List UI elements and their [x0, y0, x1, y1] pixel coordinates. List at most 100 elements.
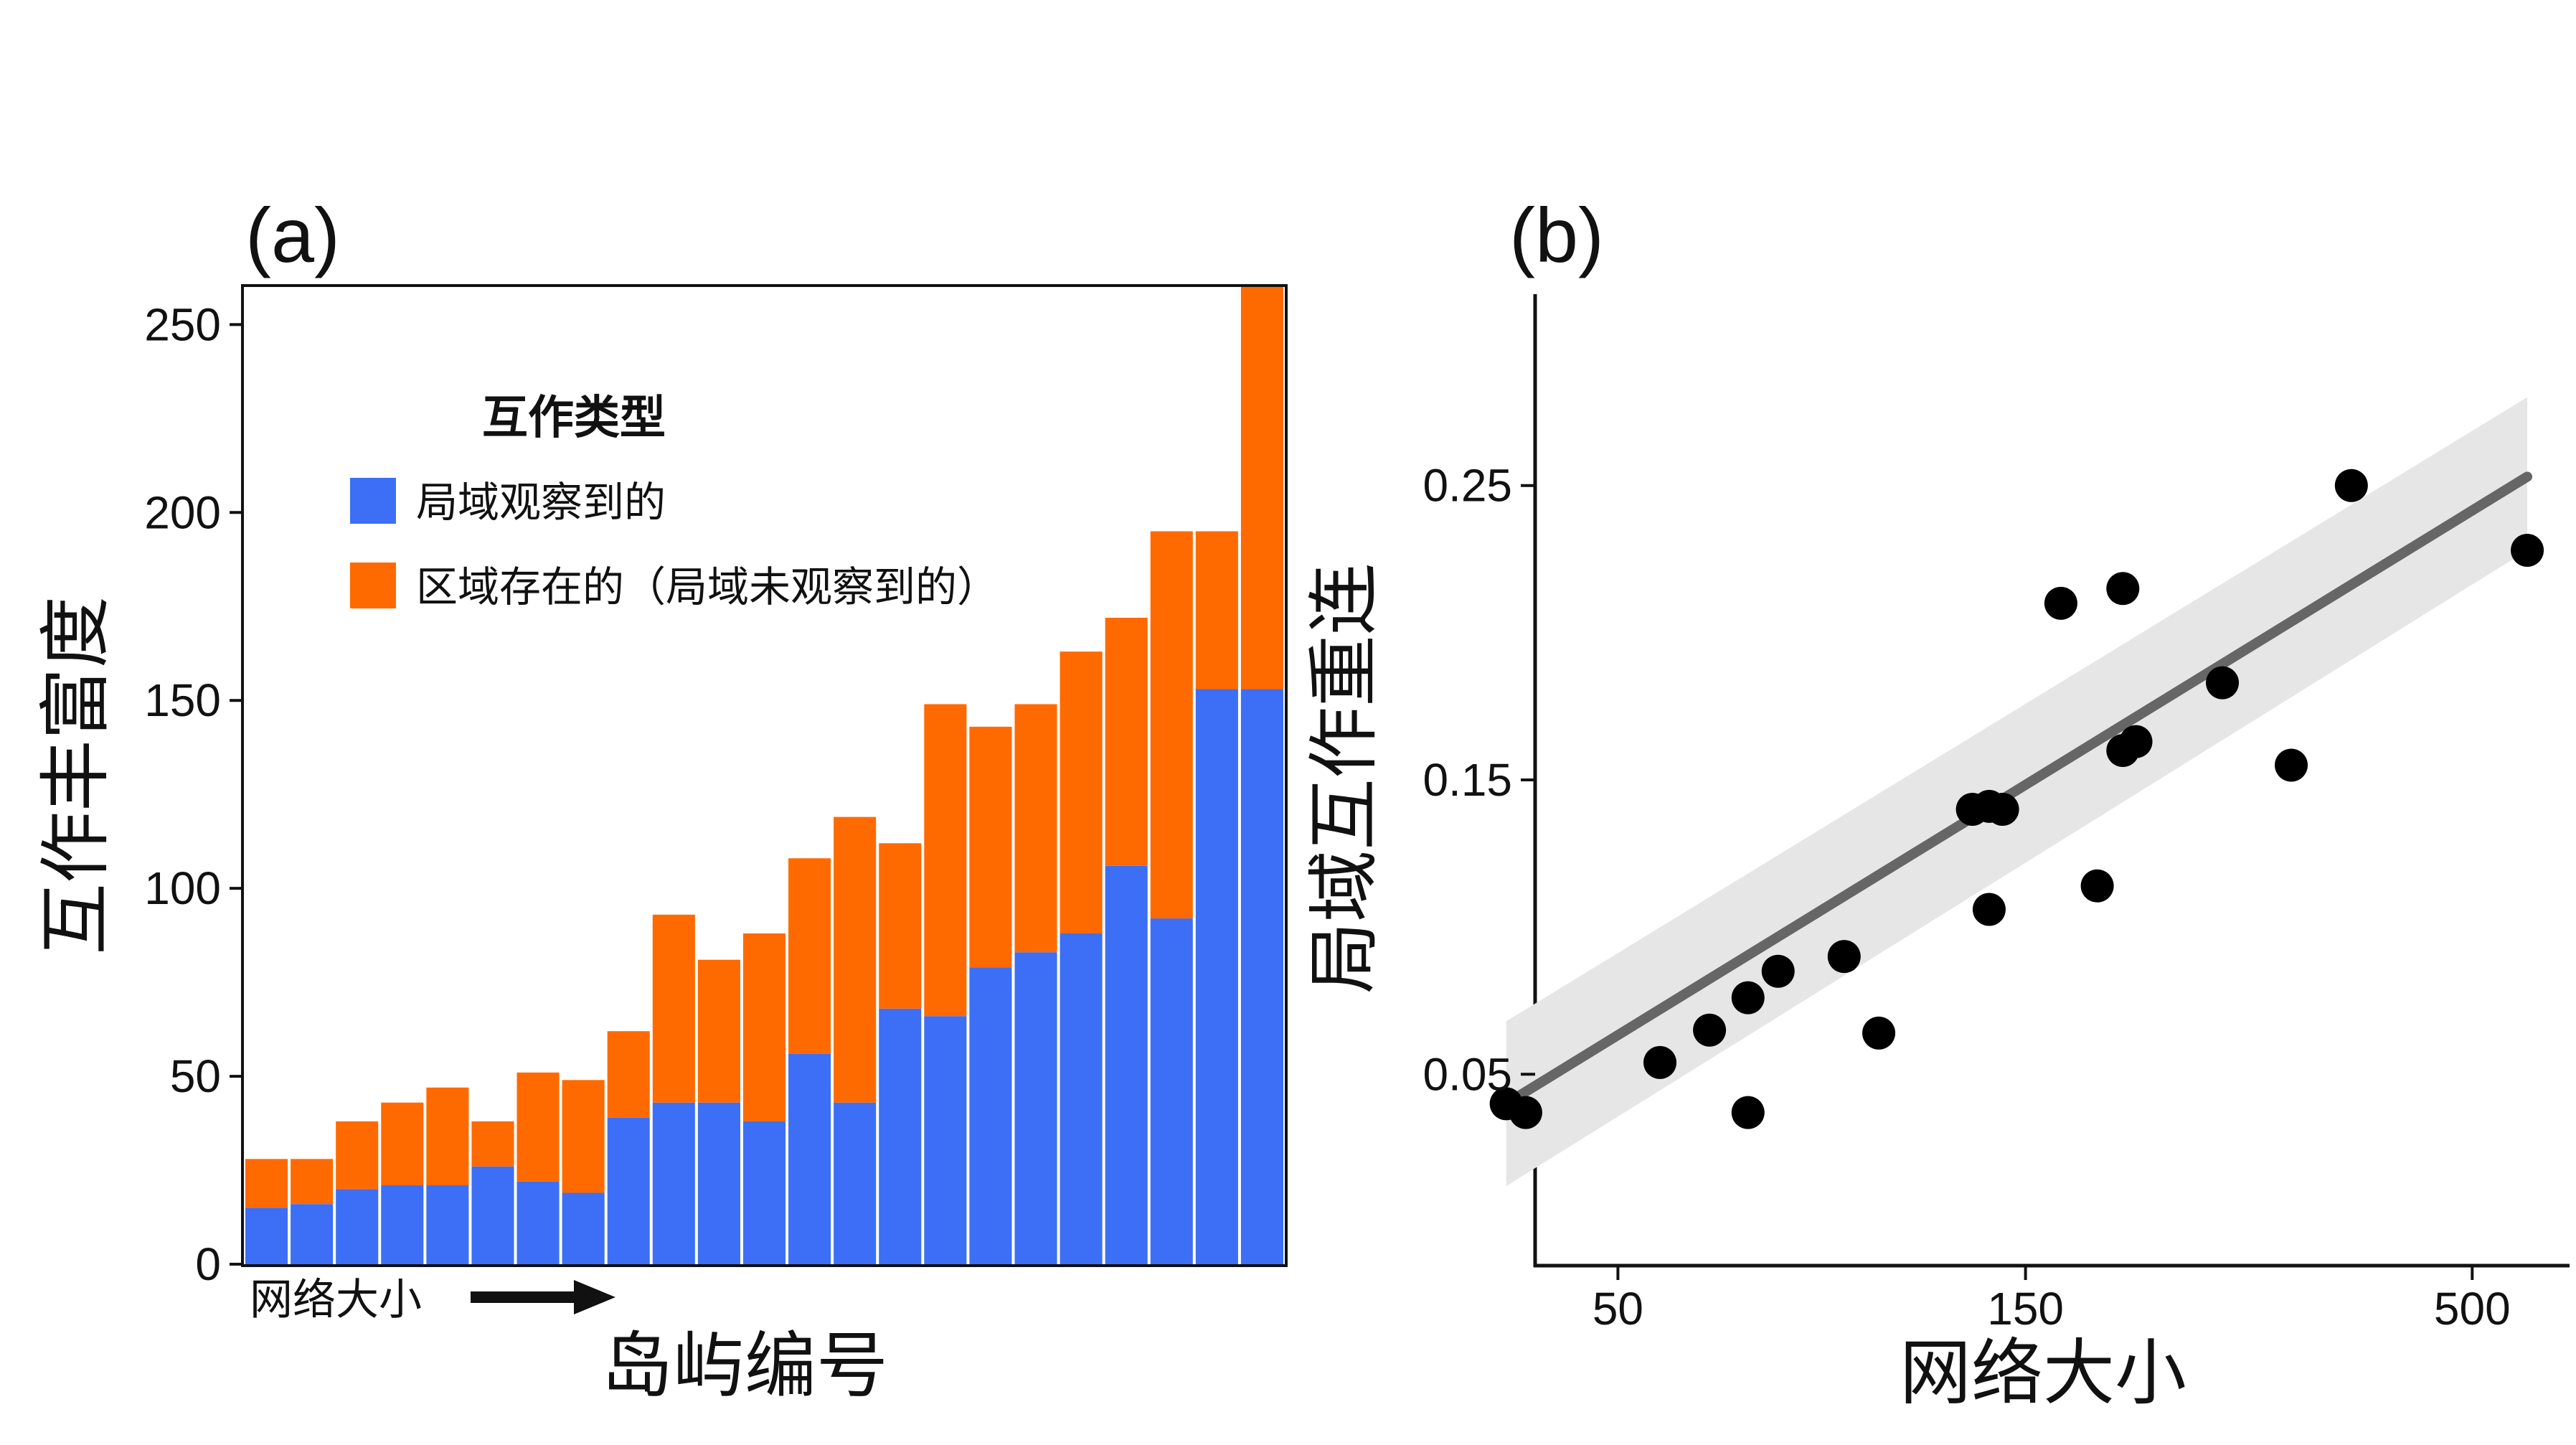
bar-regional — [924, 704, 967, 1017]
panel-b-xlabel: 网络大小 — [1900, 1331, 2186, 1415]
bar-observed — [742, 1121, 786, 1264]
bar-regional — [291, 1159, 334, 1205]
scatter-point — [2119, 725, 2153, 758]
arrow-icon — [471, 1280, 615, 1314]
bar-regional — [969, 726, 1012, 968]
bar-regional — [1105, 617, 1148, 866]
bar-observed — [834, 1102, 877, 1264]
bar-observed — [291, 1204, 334, 1264]
y-tick-label: 0.05 — [1423, 1048, 1512, 1100]
legend-swatch-observed — [350, 478, 396, 524]
bar-observed — [1060, 933, 1103, 1264]
panel-a: (a) 0 50 100 150 200 250 互作丰富度 互作类型 局域观察到的 区域… — [34, 192, 1288, 1408]
bar-observed — [697, 1102, 740, 1264]
panel-a-bars — [245, 287, 1283, 1264]
panel-a-letter: (a) — [245, 192, 340, 278]
x-tick-label: 50 — [1593, 1283, 1643, 1335]
panel-a-yaxis: 0 50 100 150 200 250 — [144, 298, 244, 1290]
bar-observed — [516, 1181, 560, 1264]
scatter-point — [2206, 666, 2240, 700]
legend-title: 互作类型 — [482, 392, 666, 445]
bar-observed — [924, 1016, 967, 1264]
bar-regional — [336, 1121, 379, 1190]
bar-regional — [245, 1159, 288, 1208]
fit-line — [1501, 471, 2533, 1109]
scatter-point — [2511, 533, 2544, 567]
y-tick-label: 0 — [195, 1238, 221, 1290]
bar-regional — [1014, 704, 1057, 953]
panel-b-ylabel: 局域互作重连 — [1302, 563, 1386, 994]
bar-regional — [381, 1102, 424, 1185]
bar-observed — [426, 1185, 469, 1264]
scatter-point — [2080, 869, 2114, 903]
bar-observed — [969, 967, 1012, 1264]
bar-observed — [1150, 918, 1193, 1264]
bar-observed — [879, 1008, 922, 1264]
bar-observed — [1105, 865, 1148, 1264]
scatter-point — [1643, 1045, 1677, 1079]
panel-b: (b) 0.05 0.15 0.25 50 150 500 局域互作重连 网络大小 — [1302, 192, 2570, 1415]
bar-regional — [562, 1080, 605, 1193]
bar-observed — [245, 1208, 288, 1264]
panel-a-frame — [241, 284, 1288, 1267]
bar-observed — [652, 1102, 695, 1264]
scatter-point — [1731, 1096, 1765, 1129]
scatter-point — [1731, 981, 1765, 1015]
bar-regional — [1060, 651, 1103, 934]
scatter-point — [1509, 1096, 1542, 1129]
panel-b-axes-ticks: 0.05 0.15 0.25 50 150 500 — [1423, 460, 2510, 1335]
scatter-point — [1693, 1013, 1727, 1047]
bar-regional — [471, 1121, 514, 1167]
x-tick-label: 500 — [2434, 1283, 2511, 1335]
scatter-point — [1827, 940, 1861, 974]
bar-regional — [742, 933, 786, 1121]
scatter-point — [2106, 572, 2140, 606]
bar-observed — [788, 1053, 831, 1264]
panel-a-ylabel: 互作丰富度 — [34, 596, 118, 955]
bar-regional — [1150, 531, 1193, 919]
bar-regional — [697, 959, 740, 1103]
bar-regional — [426, 1087, 469, 1185]
scatter-point — [2044, 586, 2077, 620]
bar-observed — [607, 1117, 650, 1264]
panel-b-letter: (b) — [1509, 192, 1604, 278]
bar-regional — [788, 858, 831, 1054]
bar-regional — [652, 914, 695, 1103]
bar-observed — [471, 1166, 514, 1264]
legend-label-regional: 区域存在的（局域未观察到的） — [416, 563, 999, 611]
scatter-point — [1972, 893, 2006, 926]
y-tick-label: 250 — [144, 298, 221, 350]
bar-observed — [1014, 952, 1057, 1264]
network-size-arrow-label: 网络大小 — [250, 1275, 422, 1325]
scatter-point — [1862, 1016, 1896, 1050]
scatter-point — [2275, 748, 2308, 782]
y-tick-label: 0.25 — [1423, 460, 1512, 512]
bar-regional — [516, 1072, 560, 1182]
y-tick-label: 100 — [144, 862, 221, 914]
x-tick-label: 150 — [1987, 1283, 2064, 1335]
bar-observed — [562, 1192, 605, 1264]
bar-regional — [1195, 531, 1238, 689]
bar-regional — [607, 1031, 650, 1118]
legend: 互作类型 局域观察到的 区域存在的（局域未观察到的） — [350, 392, 999, 611]
y-tick-label: 150 — [144, 674, 221, 726]
y-tick-label: 50 — [170, 1050, 221, 1102]
bar-regional — [879, 843, 922, 1009]
y-tick-label: 0.15 — [1423, 754, 1512, 806]
legend-label-observed: 局域观察到的 — [416, 478, 666, 527]
bar-observed — [1240, 689, 1283, 1264]
bar-regional — [1240, 287, 1283, 689]
bar-observed — [381, 1185, 424, 1264]
y-tick-label: 200 — [144, 486, 221, 538]
bar-regional — [834, 816, 877, 1103]
panel-a-xlabel: 岛屿编号 — [601, 1324, 888, 1408]
scatter-point — [1986, 793, 2019, 827]
bar-observed — [336, 1189, 379, 1264]
scatter-points — [1489, 469, 2544, 1129]
scatter-point — [1761, 954, 1795, 988]
legend-swatch-regional — [350, 563, 396, 608]
bar-observed — [1195, 689, 1238, 1264]
regression-line — [1501, 471, 2533, 1109]
scatter-point — [2334, 469, 2368, 502]
